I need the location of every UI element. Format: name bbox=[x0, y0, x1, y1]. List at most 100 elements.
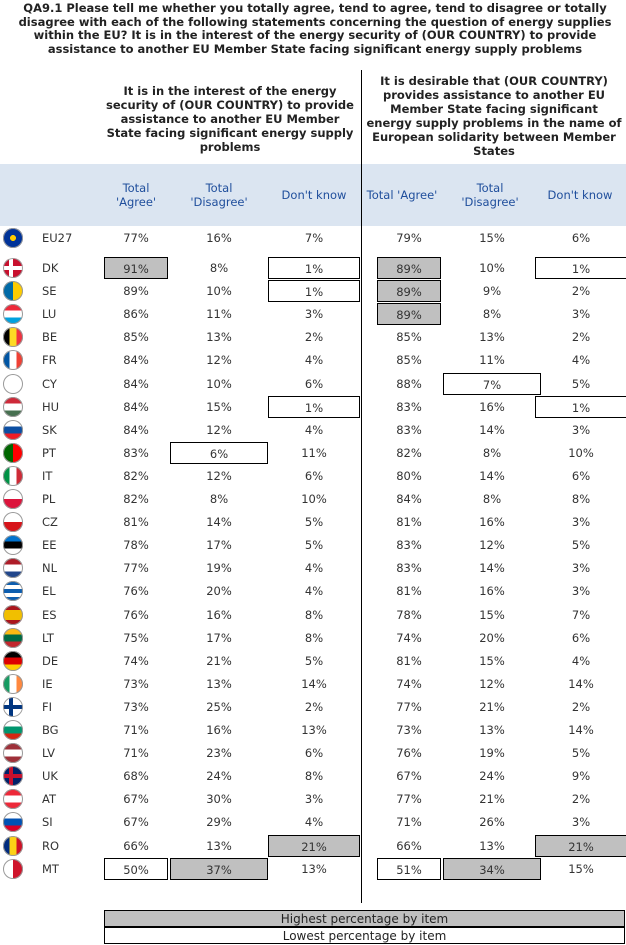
value-cell: 71% bbox=[123, 746, 149, 761]
value-cell: 13% bbox=[479, 838, 505, 853]
flag bbox=[3, 465, 23, 486]
flag bbox=[3, 350, 23, 371]
value-cell: 1% bbox=[268, 257, 360, 279]
value-cell: 68% bbox=[123, 769, 149, 784]
country-code: MT bbox=[42, 861, 59, 876]
flag bbox=[3, 812, 23, 833]
value-cell: 20% bbox=[479, 630, 505, 645]
value-cell: 89% bbox=[123, 284, 149, 299]
value-cell: 7% bbox=[304, 231, 324, 245]
value-cell: 13% bbox=[206, 330, 232, 345]
flag bbox=[3, 281, 23, 302]
value-cell: 10% bbox=[479, 261, 505, 275]
flag bbox=[3, 858, 23, 879]
value-cell: 1% bbox=[535, 257, 626, 279]
value-cell: 51% bbox=[377, 857, 441, 880]
value-cell: 10% bbox=[568, 445, 594, 460]
column-header: Total 'Agree' bbox=[115, 181, 157, 209]
value-cell: 1% bbox=[268, 395, 360, 418]
value-cell: 78% bbox=[123, 538, 149, 553]
value-cell: 73% bbox=[396, 723, 422, 737]
header-band bbox=[0, 164, 626, 226]
value-cell: 84% bbox=[123, 399, 149, 414]
value-cell: 83% bbox=[396, 422, 422, 437]
value-cell: 30% bbox=[206, 792, 232, 807]
value-cell: 76% bbox=[396, 746, 422, 761]
group-header: It is in the interest of the energy secu… bbox=[106, 84, 354, 154]
value-cell: 67% bbox=[123, 792, 149, 807]
country-code: LV bbox=[42, 746, 56, 761]
flag bbox=[3, 789, 23, 810]
value-cell: 67% bbox=[396, 769, 422, 784]
flag bbox=[3, 627, 23, 648]
country-code: PL bbox=[42, 492, 56, 506]
country-code: BE bbox=[42, 330, 58, 345]
value-cell: 73% bbox=[123, 676, 149, 691]
column-header: Don't know bbox=[281, 188, 347, 202]
flag bbox=[3, 650, 23, 671]
country-code: SK bbox=[42, 422, 57, 437]
value-cell: 79% bbox=[396, 231, 422, 245]
flag bbox=[3, 304, 23, 325]
value-cell: 1% bbox=[535, 395, 626, 418]
country-code: IE bbox=[42, 676, 53, 691]
value-cell: 14% bbox=[479, 468, 505, 483]
value-cell: 83% bbox=[396, 561, 422, 576]
value-cell: 82% bbox=[396, 445, 422, 460]
value-cell: 85% bbox=[123, 330, 149, 345]
flag bbox=[3, 581, 23, 602]
value-cell: 37% bbox=[170, 857, 268, 880]
flag bbox=[3, 373, 23, 394]
country-code: BG bbox=[42, 723, 59, 737]
value-cell: 6% bbox=[170, 441, 268, 464]
value-cell: 77% bbox=[396, 699, 422, 714]
value-cell: 16% bbox=[206, 723, 232, 737]
country-code: FI bbox=[42, 699, 53, 714]
value-cell: 8% bbox=[482, 445, 502, 460]
value-cell: 9% bbox=[482, 284, 502, 299]
value-cell: 71% bbox=[123, 723, 149, 737]
country-code: SE bbox=[42, 284, 57, 299]
column-header: Total 'Disagree' bbox=[461, 181, 519, 209]
value-cell: 74% bbox=[123, 653, 149, 668]
value-cell: 84% bbox=[123, 376, 149, 391]
column-header: Don't know bbox=[547, 188, 613, 202]
value-cell: 12% bbox=[206, 422, 232, 437]
value-cell: 15% bbox=[479, 653, 505, 668]
value-cell: 2% bbox=[571, 284, 591, 299]
divider bbox=[361, 70, 362, 903]
value-cell: 82% bbox=[123, 468, 149, 483]
value-cell: 2% bbox=[571, 792, 591, 807]
value-cell: 3% bbox=[304, 792, 324, 807]
value-cell: 2% bbox=[571, 330, 591, 345]
value-cell: 7% bbox=[443, 372, 541, 395]
value-cell: 17% bbox=[206, 630, 232, 645]
country-code: UK bbox=[42, 769, 58, 784]
legend-lowest: Lowest percentage by item bbox=[104, 927, 625, 944]
flag bbox=[3, 228, 23, 248]
value-cell: 78% bbox=[396, 607, 422, 622]
value-cell: 15% bbox=[479, 231, 505, 245]
value-cell: 83% bbox=[396, 399, 422, 414]
value-cell: 81% bbox=[123, 515, 149, 530]
value-cell: 77% bbox=[396, 792, 422, 807]
flag bbox=[3, 396, 23, 417]
flag bbox=[3, 489, 23, 509]
value-cell: 13% bbox=[479, 330, 505, 345]
value-cell: 5% bbox=[571, 538, 591, 553]
value-cell: 14% bbox=[206, 515, 232, 530]
flag bbox=[3, 512, 23, 533]
value-cell: 74% bbox=[396, 630, 422, 645]
value-cell: 3% bbox=[571, 584, 591, 599]
value-cell: 85% bbox=[396, 353, 422, 368]
value-cell: 5% bbox=[571, 746, 591, 761]
value-cell: 16% bbox=[479, 584, 505, 599]
value-cell: 4% bbox=[304, 353, 324, 368]
value-cell: 4% bbox=[304, 584, 324, 599]
value-cell: 15% bbox=[479, 607, 505, 622]
country-code: DK bbox=[42, 261, 59, 275]
value-cell: 8% bbox=[304, 630, 324, 645]
value-cell: 6% bbox=[304, 376, 324, 391]
value-cell: 3% bbox=[304, 307, 324, 322]
value-cell: 29% bbox=[206, 815, 232, 830]
